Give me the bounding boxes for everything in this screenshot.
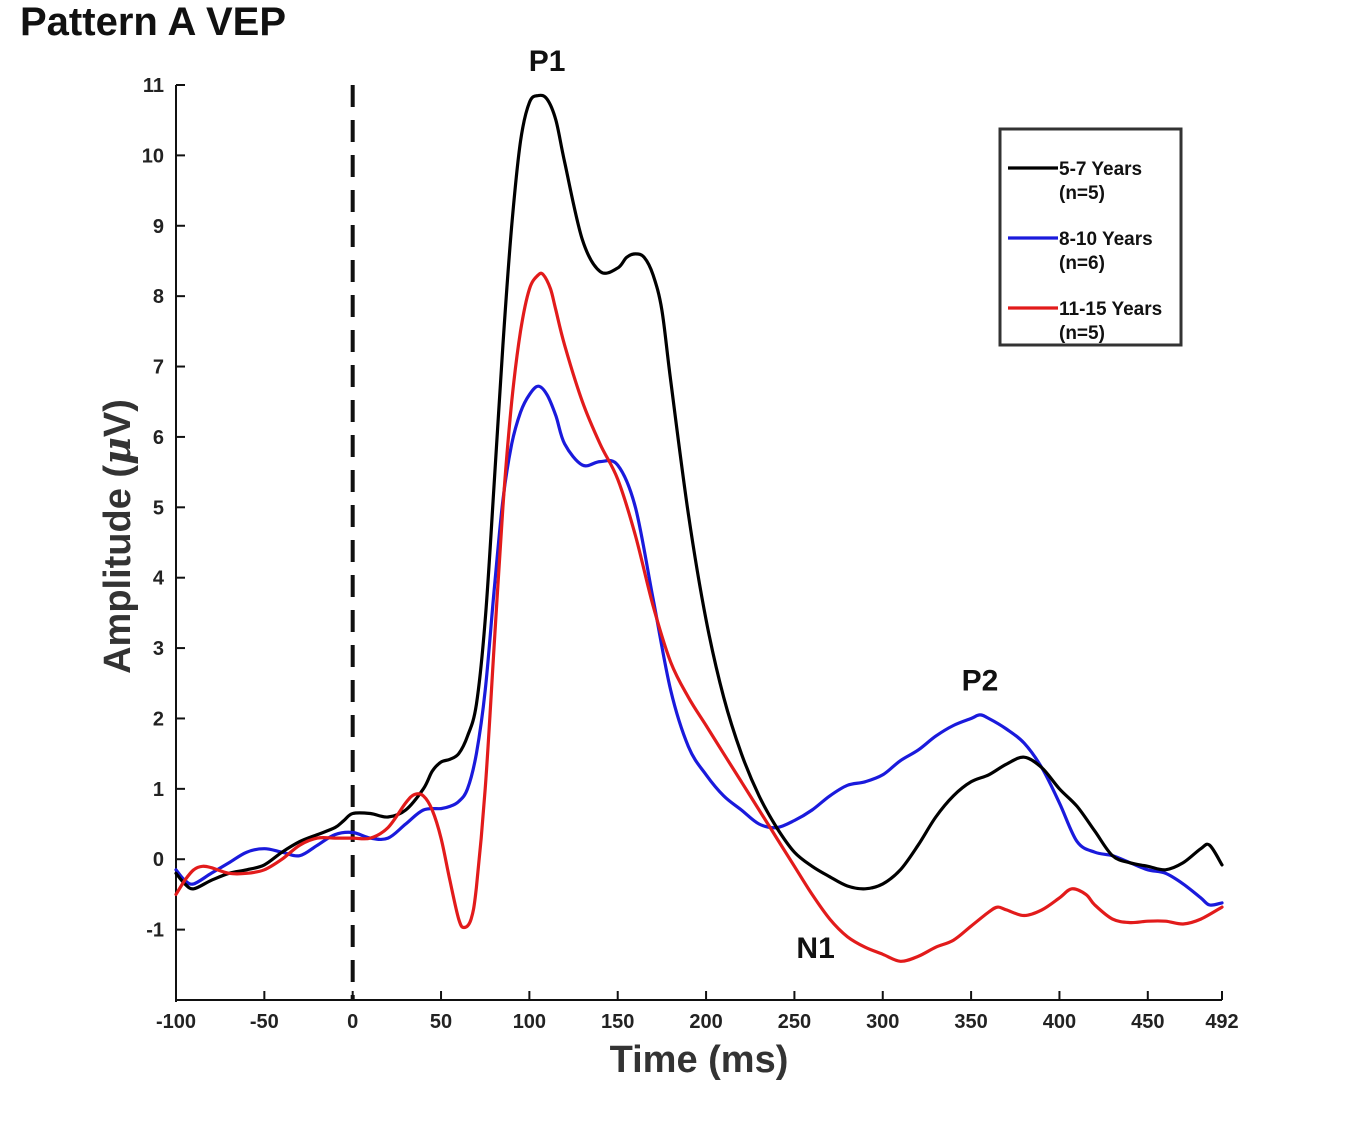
legend-entry-label: 11-15 Years bbox=[1059, 299, 1162, 320]
y-tick-label: 3 bbox=[153, 638, 164, 660]
series-line-11-15-years bbox=[174, 271, 1224, 963]
y-tick-label: 8 bbox=[153, 286, 164, 308]
x-tick-label: 150 bbox=[601, 1011, 634, 1033]
y-tick-label: 2 bbox=[153, 708, 164, 730]
x-tick-label: -100 bbox=[156, 1011, 196, 1033]
series-line-8-10-years bbox=[174, 384, 1224, 907]
x-axis-label: Time (ms) bbox=[610, 1039, 789, 1081]
peak-label-p2: P2 bbox=[962, 664, 999, 697]
y-tick-label: -1 bbox=[146, 920, 164, 942]
legend-entry-count: (n=5) bbox=[1059, 183, 1105, 204]
peak-label-n1: N1 bbox=[796, 932, 834, 965]
legend-entry-label: 8-10 Years bbox=[1059, 229, 1153, 250]
legend-entry-label: 5-7 Years bbox=[1059, 159, 1142, 180]
x-tick-label: 200 bbox=[689, 1011, 722, 1033]
x-tick-label: 300 bbox=[866, 1011, 899, 1033]
x-tick-label: 450 bbox=[1131, 1011, 1164, 1033]
x-tick-label: 492 bbox=[1205, 1011, 1238, 1033]
x-tick-label: 250 bbox=[778, 1011, 811, 1033]
y-tick-label: 4 bbox=[153, 568, 165, 590]
y-tick-label: 7 bbox=[153, 357, 164, 379]
x-tick-label: 400 bbox=[1043, 1011, 1076, 1033]
y-tick-label: 5 bbox=[153, 497, 164, 519]
y-axis-label: Amplitude (μV) bbox=[94, 399, 139, 674]
y-tick-label: 1 bbox=[153, 779, 164, 801]
axes-layer: -1 0 1 2 3 4 5 6 7 8 9 10 11 -100 -50 0 50 100 150 200 250 30… bbox=[94, 75, 1239, 1081]
y-tick-label: 6 bbox=[153, 427, 164, 449]
x-tick-label: 0 bbox=[347, 1011, 358, 1033]
series-layer bbox=[174, 93, 1224, 963]
x-tick-label: -50 bbox=[250, 1011, 279, 1033]
legend-entry-count: (n=5) bbox=[1059, 323, 1105, 344]
annotation-layer: P1 P2 N1 bbox=[529, 45, 999, 965]
x-tick-label: 100 bbox=[513, 1011, 546, 1033]
series-line-5-7-years bbox=[174, 93, 1224, 891]
x-tick-label: 350 bbox=[954, 1011, 987, 1033]
legend: 5-7 Years (n=5) 8-10 Years (n=6) 11-15 Years… bbox=[998, 127, 1183, 347]
peak-label-p1: P1 bbox=[529, 45, 566, 78]
legend-entry-count: (n=6) bbox=[1059, 253, 1105, 274]
y-tick-label: 10 bbox=[142, 145, 164, 167]
chart-title: Pattern A VEP bbox=[20, 0, 286, 44]
y-tick-label: 9 bbox=[153, 216, 164, 238]
y-tick-label: 0 bbox=[153, 849, 164, 871]
y-tick-label: 11 bbox=[143, 75, 164, 97]
x-tick-label: 50 bbox=[430, 1011, 452, 1033]
